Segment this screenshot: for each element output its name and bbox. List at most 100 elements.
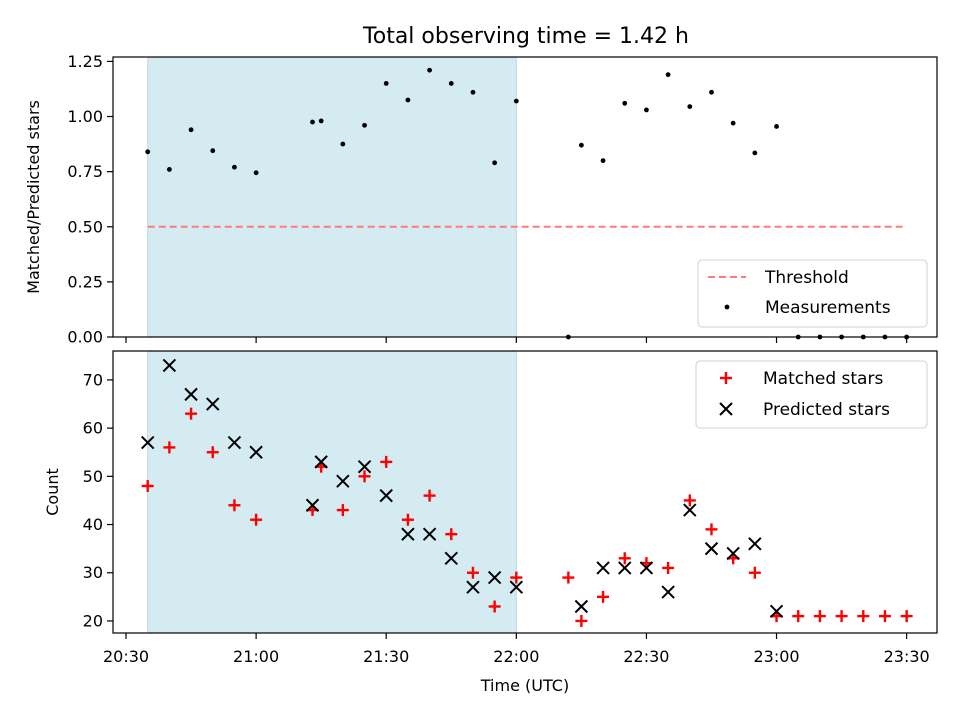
measurement-point — [405, 97, 411, 103]
predicted-star-point — [596, 561, 610, 575]
predicted-star-point — [305, 498, 320, 512]
bot-y-tick-label: 50 — [83, 467, 103, 486]
predicted-star-point — [509, 580, 524, 594]
bot-y-tick-label: 20 — [83, 611, 103, 630]
matched-star-point — [336, 504, 349, 517]
top-legend: Threshold Measurements — [697, 259, 928, 328]
bottom-legend: Matched stars Predicted stars — [695, 360, 928, 429]
legend-matched-swatch — [720, 372, 732, 384]
matched-star-point — [141, 479, 154, 492]
x-tick-label: 22:30 — [623, 647, 669, 666]
measurement-point — [709, 89, 714, 95]
measurement-point — [188, 127, 194, 133]
matched-star-point — [401, 513, 414, 526]
x-tick-label: 23:00 — [753, 647, 799, 666]
matched-star-point — [748, 566, 761, 579]
top-y-tick-label: 0.75 — [67, 162, 103, 181]
legend-threshold-label: Threshold — [764, 268, 849, 288]
predicted-star-point — [466, 580, 480, 594]
matched-star-point — [705, 523, 718, 536]
measurement-point — [318, 118, 324, 124]
predicted-star-point — [249, 445, 263, 459]
predicted-star-point — [162, 358, 177, 373]
x-tick-label: 22:00 — [493, 647, 539, 666]
matched-star-point — [510, 571, 523, 584]
predicted-star-point — [618, 561, 632, 575]
top-y-tick-label: 0.25 — [67, 272, 103, 291]
matched-star-point — [423, 489, 436, 502]
x-tick-label: 21:30 — [363, 647, 409, 666]
bottom-y-axis-label: Count — [43, 468, 62, 516]
predicted-star-point — [357, 459, 372, 474]
measurement-point — [513, 98, 519, 104]
top-plot-frame — [112, 56, 938, 338]
matched-star-point — [683, 494, 696, 507]
predicted-star-point — [704, 541, 719, 556]
top-y-tick-label: 0.50 — [67, 217, 103, 236]
measurement-point — [427, 67, 432, 73]
bottom-plot-frame — [112, 350, 938, 634]
measurement-point — [687, 104, 693, 110]
matched-star-point — [488, 600, 501, 613]
predicted-star-point — [140, 435, 155, 450]
predicted-star-point — [639, 561, 654, 575]
top-shaded-region — [147, 56, 517, 338]
matched-star-point — [618, 552, 631, 565]
measurement-point — [232, 164, 237, 170]
predicted-star-point — [726, 546, 740, 561]
measurement-point — [752, 150, 758, 156]
predicted-star-point — [661, 585, 675, 599]
predicted-star-point — [401, 527, 415, 541]
bot-shaded-region — [147, 350, 517, 634]
measurement-point — [166, 167, 172, 172]
matched-star-point — [900, 610, 913, 623]
measurement-point — [210, 148, 216, 154]
matched-star-point — [792, 610, 805, 623]
top-y-tick-label: 1.25 — [67, 52, 103, 71]
predicted-star-point — [314, 455, 328, 469]
measurement-point — [665, 72, 671, 78]
measurement-point — [310, 119, 315, 125]
top-y-axis-label: Matched/Predicted stars — [24, 100, 43, 294]
matched-star-point — [466, 566, 479, 579]
matched-star-point — [562, 571, 575, 584]
predicted-star-point — [748, 537, 762, 551]
matched-star-point — [813, 610, 826, 623]
predicted-star-point — [227, 435, 242, 450]
matched-star-point — [163, 441, 176, 454]
matched-star-point — [358, 470, 371, 483]
measurement-point — [362, 122, 367, 128]
legend-predicted-swatch — [719, 402, 733, 416]
measurement-point — [340, 141, 346, 147]
matched-star-point — [228, 499, 241, 512]
predicted-star-point — [487, 570, 502, 585]
legend-predicted-label: Predicted stars — [763, 400, 890, 420]
predicted-star-point — [206, 397, 220, 411]
matched-star-point — [380, 455, 393, 468]
measurement-point — [470, 89, 476, 95]
top-panel: Total observing time = 1.42 h 0.00 0.25 0.… — [24, 24, 938, 347]
top-y-tick-label: 1.00 — [67, 107, 103, 126]
bot-y-tick-label: 60 — [83, 419, 103, 438]
matched-star-point — [662, 561, 675, 574]
predicted-star-point — [444, 551, 458, 565]
matched-star-point — [878, 610, 891, 623]
bottom-legend-box — [695, 360, 928, 429]
measurement-point — [730, 120, 736, 126]
matched-star-point — [857, 610, 870, 623]
bot-y-tick-label: 70 — [83, 370, 103, 389]
legend-matched-label: Matched stars — [763, 369, 883, 389]
measurement-point — [774, 124, 779, 129]
measurement-point — [578, 142, 584, 148]
predicted-star-point — [379, 488, 393, 503]
bottom-panel: 20 30 40 50 60 70 20:30 21:00 21:30 22:00 22:30 23… — [43, 350, 938, 695]
matched-star-point — [185, 407, 198, 420]
predicted-star-point — [184, 387, 198, 402]
x-tick-label: 20:30 — [103, 647, 149, 666]
legend-measurements-label: Measurements — [765, 298, 891, 318]
matched-star-point — [250, 513, 263, 526]
measurement-point — [622, 100, 628, 106]
measurement-point — [492, 160, 498, 166]
matched-star-point — [575, 614, 588, 627]
